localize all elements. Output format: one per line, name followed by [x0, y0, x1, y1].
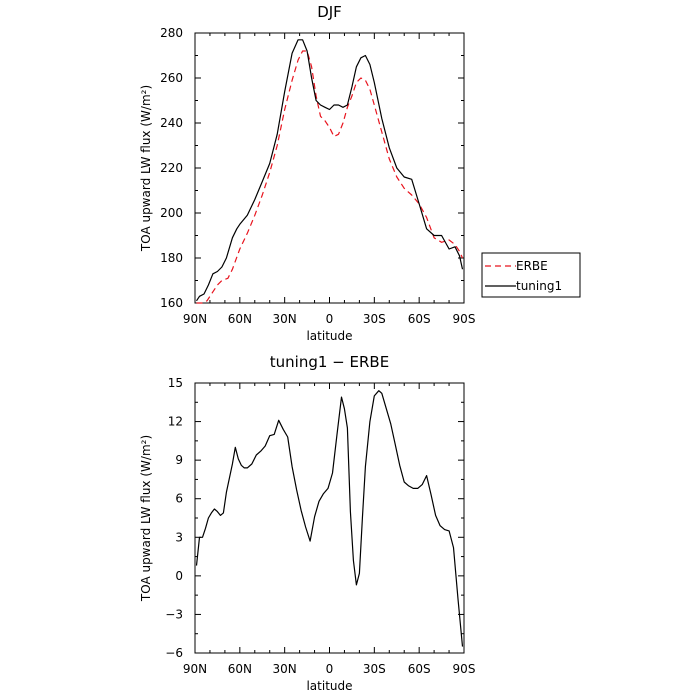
y-tick-label: 220	[160, 161, 183, 175]
y-tick-label: 280	[160, 26, 183, 40]
top-panel-djf: 90N 60N 30N 0 30S 60S 90S 160 180 200 220 240 260 280…	[139, 3, 475, 343]
x-tick-label: 0	[326, 312, 334, 326]
legend: ERBE tuning1	[481, 252, 581, 298]
x-tick-label: 60S	[408, 312, 431, 326]
y-tick-label: 15	[168, 376, 183, 390]
y-tick-label: 240	[160, 116, 183, 130]
plot-frame	[194, 382, 465, 654]
y-tick-label: 9	[175, 453, 183, 467]
x-tick-label: 30S	[363, 662, 386, 676]
legend-box	[481, 252, 581, 298]
series-line-difference	[195, 390, 464, 647]
x-tick-label: 0	[326, 662, 334, 676]
x-tick-label: 30S	[363, 312, 386, 326]
y-tick-label: 160	[160, 296, 183, 310]
x-tick-label: 30N	[273, 312, 297, 326]
x-tick-label: 30N	[273, 662, 297, 676]
bottom-panel-difference: 90N 60N 30N 0 30S 60S 90S −6 −3 0 3 6 9 12 15 tuning1 −…	[139, 353, 475, 693]
chart-title: tuning1 − ERBE	[270, 353, 389, 371]
x-tick-label: 90N	[183, 312, 207, 326]
legend-label-tuning1: tuning1	[516, 279, 562, 293]
series-line-erbe	[196, 50, 464, 304]
y-tick-label: −6	[165, 646, 183, 660]
y-tick-label: 260	[160, 71, 183, 85]
y-tick-label: 6	[175, 492, 183, 506]
y-tick-label: 0	[175, 569, 183, 583]
x-tick-label: 90S	[453, 312, 476, 326]
y-tick-label: −3	[165, 607, 183, 621]
x-tick-label: 60N	[228, 312, 252, 326]
x-tick-label: 60S	[408, 662, 431, 676]
x-tick-label: 60N	[228, 662, 252, 676]
x-tick-label: 90S	[453, 662, 476, 676]
y-tick-label: 180	[160, 251, 183, 265]
y-tick-label: 3	[175, 530, 183, 544]
y-tick-label: 12	[168, 415, 183, 429]
y-axis-label: TOA upward LW flux (W/m²)	[139, 435, 153, 602]
y-axis-label: TOA upward LW flux (W/m²)	[139, 85, 153, 252]
x-tick-label: 90N	[183, 662, 207, 676]
y-tick-label: 200	[160, 206, 183, 220]
x-axis-label: latitude	[306, 329, 352, 343]
chart-title: DJF	[317, 3, 342, 21]
x-axis-label: latitude	[306, 679, 352, 693]
legend-label-erbe: ERBE	[516, 259, 548, 273]
series-line-tuning1	[196, 39, 464, 302]
